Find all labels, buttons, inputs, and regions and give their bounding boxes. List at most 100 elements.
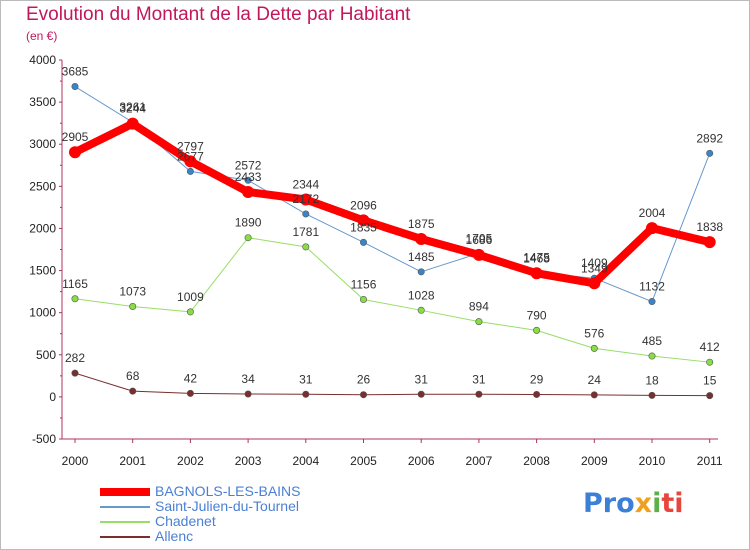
line-chart: -500 0 500 1000 1500 2000 2500 3000 3500 4000 2000… <box>29 53 723 468</box>
data-point <box>475 390 483 398</box>
data-label: 3685 <box>62 65 89 79</box>
data-point <box>533 326 541 334</box>
series-line <box>74 86 711 303</box>
x-tick-label: 2002 <box>177 454 204 468</box>
series-line <box>74 372 711 397</box>
data-point <box>533 390 541 398</box>
data-label: 2096 <box>350 198 377 212</box>
data-point <box>71 295 79 303</box>
data-label: 31 <box>299 372 313 386</box>
data-point <box>530 267 543 280</box>
legend-label: Allenc <box>155 528 194 544</box>
data-point <box>359 238 367 246</box>
x-tick-label: 2000 <box>62 454 89 468</box>
data-label: 2572 <box>235 158 262 172</box>
data-label: 68 <box>126 369 140 383</box>
data-point <box>415 232 428 245</box>
data-label: 1468 <box>523 251 550 265</box>
legend-label: BAGNOLS-LES-BAINS <box>155 483 301 499</box>
data-label: 1705 <box>466 231 493 245</box>
data-label: 1835 <box>350 220 377 234</box>
data-label: 282 <box>65 351 85 365</box>
data-label: 18 <box>645 373 659 387</box>
x-tick-label: 2005 <box>350 454 377 468</box>
data-label: 34 <box>241 372 255 386</box>
data-label: 24 <box>588 373 602 387</box>
data-point <box>302 243 310 251</box>
legend-label: Chadenet <box>155 513 216 529</box>
data-label: 29 <box>530 372 544 386</box>
data-label: 1009 <box>177 290 204 304</box>
data-label: 412 <box>700 340 720 354</box>
data-label: 2004 <box>639 206 666 220</box>
data-point <box>475 318 483 326</box>
data-point <box>706 392 714 400</box>
data-label: 2344 <box>292 177 319 191</box>
data-point <box>71 369 79 377</box>
data-point <box>129 303 137 311</box>
data-point <box>302 210 310 218</box>
data-label: 1475 <box>523 251 550 265</box>
data-point <box>706 149 714 157</box>
chart-title: Evolution du Montant de la Dette par Hab… <box>26 4 411 25</box>
y-tick-label: 2500 <box>29 179 56 193</box>
data-label: 15 <box>703 374 717 388</box>
y-tick-label: 3500 <box>29 95 56 109</box>
data-label: 1073 <box>119 285 146 299</box>
data-label: 1485 <box>408 250 435 264</box>
x-tick-label: 2011 <box>697 454 723 468</box>
y-tick-label: 0 <box>49 390 56 404</box>
brand-logo: Proxiti <box>583 488 684 519</box>
data-label: 1028 <box>408 288 435 302</box>
data-label: 2433 <box>235 170 262 184</box>
x-tick-label: 2006 <box>408 454 435 468</box>
x-tick-label: 2004 <box>292 454 319 468</box>
data-label: 576 <box>584 326 604 340</box>
data-label: 1838 <box>696 220 723 234</box>
chart-subtitle: (en €) <box>26 29 58 43</box>
data-point <box>417 268 425 276</box>
legend-swatch <box>100 521 150 523</box>
data-point <box>302 390 310 398</box>
data-point <box>417 390 425 398</box>
data-point <box>186 389 194 397</box>
series-line <box>74 237 711 363</box>
data-point <box>588 277 601 290</box>
data-label: 42 <box>184 371 198 385</box>
data-label: 1781 <box>292 225 319 239</box>
series-line <box>71 119 714 288</box>
brand-part: ti <box>661 488 684 519</box>
y-tick-label: -500 <box>32 432 56 446</box>
data-label: 485 <box>642 334 662 348</box>
data-label: 31 <box>415 372 429 386</box>
y-tick-label: 3000 <box>29 137 56 151</box>
data-point <box>359 391 367 399</box>
y-tick-label: 1500 <box>29 264 56 278</box>
data-label: 1409 <box>581 256 608 270</box>
x-tick-label: 2009 <box>581 454 608 468</box>
data-label: 31 <box>472 372 486 386</box>
data-point <box>590 391 598 399</box>
data-label: 2172 <box>292 192 319 206</box>
legend-swatch <box>100 506 150 508</box>
data-label: 894 <box>469 300 489 314</box>
data-label: 1165 <box>62 277 88 291</box>
data-label: 790 <box>527 308 547 322</box>
data-point <box>244 234 252 242</box>
brand-part: i <box>652 488 662 519</box>
data-point <box>706 358 714 366</box>
x-tick-label: 2007 <box>466 454 493 468</box>
legend-swatch <box>100 536 150 538</box>
data-label: 2797 <box>177 139 204 153</box>
y-tick-label: 2000 <box>29 221 56 235</box>
data-point <box>244 390 252 398</box>
data-point <box>590 344 598 352</box>
data-point <box>646 222 658 235</box>
x-tick-label: 2008 <box>523 454 550 468</box>
brand-part: Pro <box>583 488 635 519</box>
data-point <box>648 391 656 399</box>
data-label: 1875 <box>408 217 435 231</box>
data-label: 1890 <box>235 216 262 230</box>
y-tick-label: 4000 <box>29 53 56 67</box>
